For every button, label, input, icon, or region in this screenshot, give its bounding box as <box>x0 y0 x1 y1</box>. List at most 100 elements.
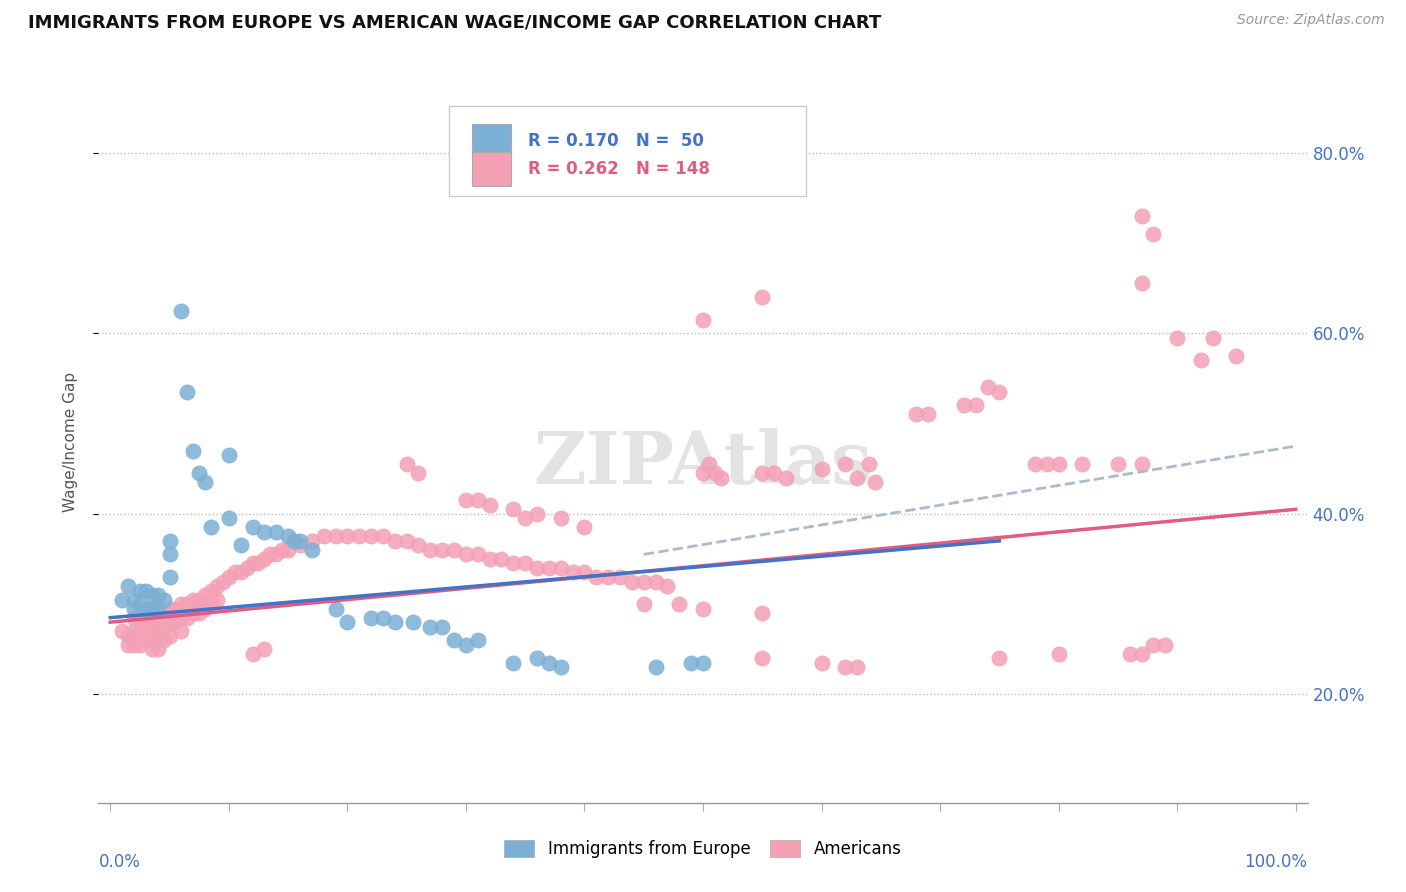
FancyBboxPatch shape <box>472 124 510 158</box>
Point <box>515 557 537 571</box>
Point <box>194 475 217 490</box>
Point <box>537 656 560 670</box>
Point <box>692 466 714 480</box>
Point <box>1189 353 1212 368</box>
Point <box>181 443 204 458</box>
Point <box>141 642 163 657</box>
Point <box>952 398 974 412</box>
Point <box>159 570 181 584</box>
Point <box>325 529 347 543</box>
Point <box>703 466 725 480</box>
Point <box>159 533 181 548</box>
Text: R = 0.170   N =  50: R = 0.170 N = 50 <box>527 132 703 150</box>
Point <box>454 638 477 652</box>
Point <box>1202 331 1225 345</box>
Point <box>181 592 204 607</box>
Point <box>384 533 406 548</box>
Point <box>117 629 139 643</box>
Point <box>152 606 174 620</box>
Point <box>526 507 548 521</box>
Point <box>277 529 299 543</box>
Point <box>152 633 174 648</box>
Point <box>141 620 163 634</box>
Point <box>633 574 655 589</box>
Point <box>122 610 145 624</box>
Point <box>668 597 690 611</box>
Legend: Immigrants from Europe, Americans: Immigrants from Europe, Americans <box>496 832 910 867</box>
Point <box>419 620 441 634</box>
Point <box>1047 457 1070 471</box>
Point <box>633 597 655 611</box>
Point <box>165 615 187 630</box>
Point <box>395 457 418 471</box>
Point <box>122 601 145 615</box>
Point <box>478 498 501 512</box>
Point <box>905 408 928 422</box>
Point <box>360 610 382 624</box>
Point <box>1119 647 1142 661</box>
Point <box>561 566 583 580</box>
Point <box>277 542 299 557</box>
Point <box>574 520 596 534</box>
Point <box>574 566 596 580</box>
Point <box>401 615 423 630</box>
Point <box>212 574 235 589</box>
Point <box>159 615 181 630</box>
Point <box>763 466 786 480</box>
Point <box>135 606 157 620</box>
Point <box>301 542 323 557</box>
Text: ZIPAtlas: ZIPAtlas <box>533 428 873 499</box>
Point <box>288 538 311 552</box>
Point <box>1225 349 1247 363</box>
Point <box>205 592 228 607</box>
Point <box>681 656 703 670</box>
Point <box>200 583 222 598</box>
Point <box>537 561 560 575</box>
Point <box>224 566 246 580</box>
Point <box>408 538 430 552</box>
Point <box>200 597 222 611</box>
Point <box>122 638 145 652</box>
Point <box>550 561 572 575</box>
Point <box>122 624 145 639</box>
Point <box>751 290 773 304</box>
Point <box>834 660 856 674</box>
Point <box>491 552 513 566</box>
Point <box>988 651 1011 665</box>
Point <box>271 542 294 557</box>
Point <box>1047 647 1070 661</box>
Point <box>312 529 335 543</box>
Point <box>917 408 939 422</box>
Point <box>1036 457 1059 471</box>
Point <box>135 583 157 598</box>
Point <box>443 542 465 557</box>
Point <box>135 633 157 648</box>
Point <box>751 651 773 665</box>
Point <box>502 557 524 571</box>
Point <box>218 511 240 525</box>
Point <box>1142 227 1164 241</box>
Point <box>419 542 441 557</box>
Point <box>117 579 139 593</box>
Point <box>846 660 869 674</box>
Text: 0.0%: 0.0% <box>98 854 141 871</box>
Point <box>443 633 465 648</box>
Text: Source: ZipAtlas.com: Source: ZipAtlas.com <box>1237 13 1385 28</box>
Point <box>152 592 174 607</box>
Point <box>609 570 631 584</box>
Point <box>502 502 524 516</box>
Point <box>235 561 257 575</box>
Point <box>846 471 869 485</box>
Point <box>336 529 359 543</box>
Point <box>526 651 548 665</box>
Point <box>1130 209 1153 223</box>
Point <box>242 557 264 571</box>
Point <box>810 656 832 670</box>
Point <box>129 624 152 639</box>
Point <box>129 583 152 598</box>
Point <box>371 529 394 543</box>
Point <box>1166 331 1188 345</box>
Point <box>1107 457 1129 471</box>
Point <box>598 570 620 584</box>
Point <box>751 606 773 620</box>
